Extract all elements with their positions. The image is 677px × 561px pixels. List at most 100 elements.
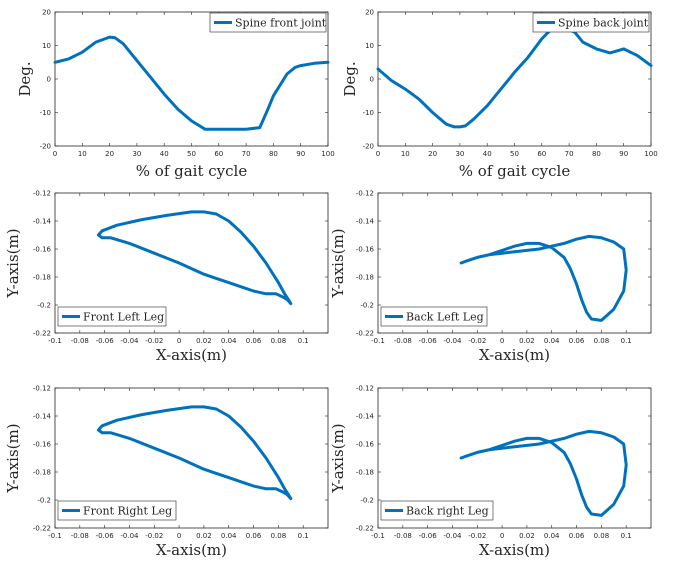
x-tick-label: 0 (177, 532, 181, 540)
x-tick-label: -0.1 (371, 337, 385, 345)
x-tick-label: 0.06 (569, 337, 585, 345)
axes-box (377, 192, 652, 334)
y-tick-label: -0.2 (37, 302, 51, 310)
chart-panel-4: -0.1 -0.08 -0.06 -0.04 -0.02 0 0.02 0.04 0.06 0.0… (329, 190, 652, 364)
x-axis-label: X-axis(m) (156, 541, 227, 559)
y-tick-label: -0.2 (360, 302, 374, 310)
axes-box (54, 192, 329, 334)
series-line (376, 27, 653, 129)
x-tick-label: 100 (644, 150, 657, 158)
legend: Front Left Leg (57, 306, 167, 327)
x-tick-label: 60 (537, 150, 546, 158)
y-tick-label: -0.16 (356, 246, 375, 254)
x-tick-label: 10 (401, 150, 410, 158)
x-axis-label: X-axis(m) (156, 346, 227, 364)
x-tick-label: 20 (105, 150, 114, 158)
y-axis-label: Y-axis(m) (4, 423, 22, 493)
legend-label: Back Left Leg (406, 311, 484, 324)
x-tick-label: -0.04 (120, 532, 139, 540)
x-tick-label: 0.04 (544, 532, 560, 540)
legend-label: Spine front joint (235, 17, 327, 30)
y-tick-label: -0.22 (356, 330, 374, 338)
y-tick-label: -0.18 (33, 469, 51, 477)
x-tick-label: 0 (177, 337, 181, 345)
legend-label: Front Left Leg (83, 311, 164, 324)
y-tick-label: -20 (363, 143, 374, 151)
x-tick-label: -0.06 (96, 532, 115, 540)
x-tick-label: 0.02 (196, 337, 212, 345)
y-axis-label: Deg. (341, 61, 359, 96)
y-tick-label: -0.12 (356, 190, 374, 198)
legend-box (57, 306, 167, 327)
x-tick-label: 0.1 (298, 532, 309, 540)
series-line (96, 405, 293, 501)
x-tick-label: 0.08 (271, 337, 287, 345)
x-tick-label: 0.04 (221, 532, 237, 540)
x-tick-label: 0 (53, 150, 57, 158)
y-tick-label: -20 (40, 143, 51, 151)
x-tick-label: 0.02 (519, 532, 535, 540)
legend: Front Right Leg (57, 500, 177, 521)
x-tick-label: 0.02 (519, 337, 535, 345)
y-tick-label: 10 (365, 42, 374, 50)
x-tick-label: -0.02 (468, 532, 486, 540)
legend-box (380, 306, 488, 327)
x-tick-label: 0.08 (594, 337, 610, 345)
y-tick-label: -0.14 (356, 218, 375, 226)
x-tick-label: 30 (455, 150, 464, 158)
x-tick-label: 0.1 (621, 337, 632, 345)
x-tick-label: -0.06 (96, 337, 115, 345)
series-line (53, 35, 330, 131)
x-tick-label: 0.06 (246, 337, 262, 345)
y-tick-label: -0.14 (356, 413, 375, 421)
y-tick-label: -0.16 (33, 441, 52, 449)
y-tick-label: -0.18 (356, 274, 374, 282)
x-tick-label: -0.08 (394, 532, 412, 540)
y-tick-label: -0.22 (33, 330, 51, 338)
x-tick-label: 0.08 (594, 532, 610, 540)
chart-panel-3: -0.1 -0.08 -0.06 -0.04 -0.02 0 0.02 0.04 0.06 0.0… (4, 190, 329, 364)
y-tick-label: -0.12 (33, 190, 51, 198)
y-tick-label: -10 (363, 109, 374, 117)
y-tick-label: -0.18 (33, 274, 51, 282)
x-tick-label: 60 (214, 150, 223, 158)
x-tick-label: 70 (565, 150, 574, 158)
y-tick-label: 20 (42, 9, 51, 17)
x-tick-label: -0.02 (145, 532, 163, 540)
x-tick-label: 80 (269, 150, 278, 158)
x-tick-label: -0.08 (71, 337, 89, 345)
x-tick-label: -0.02 (468, 337, 486, 345)
x-tick-label: -0.04 (443, 532, 462, 540)
x-tick-label: 40 (160, 150, 169, 158)
legend: Back right Leg (380, 500, 494, 521)
legend-box (532, 12, 650, 33)
x-tick-label: 20 (428, 150, 437, 158)
y-tick-label: -0.14 (33, 218, 52, 226)
chart-panel-6: -0.1 -0.08 -0.06 -0.04 -0.02 0 0.02 0.04 0.06 0.0… (329, 385, 652, 559)
y-tick-label: -0.16 (356, 441, 375, 449)
legend: Back Left Leg (380, 306, 488, 327)
x-tick-label: 10 (78, 150, 87, 158)
y-tick-label: 0 (370, 76, 374, 84)
x-tick-label: -0.04 (443, 337, 462, 345)
x-tick-label: 0 (500, 532, 504, 540)
x-tick-label: -0.04 (120, 337, 139, 345)
x-tick-label: 40 (483, 150, 492, 158)
legend-label: Front Right Leg (83, 505, 172, 518)
y-tick-label: 20 (365, 9, 374, 17)
y-axis-label: Y-axis(m) (4, 228, 22, 298)
x-tick-label: -0.06 (419, 337, 438, 345)
y-tick-label: 0 (47, 76, 51, 84)
series-line (96, 210, 293, 306)
x-tick-label: 0.08 (271, 532, 287, 540)
x-tick-label: 0.02 (196, 532, 212, 540)
y-tick-label: -10 (40, 109, 51, 117)
x-tick-label: 50 (187, 150, 196, 158)
y-axis-label: Y-axis(m) (329, 423, 347, 493)
x-tick-label: -0.08 (394, 337, 412, 345)
y-tick-label: -0.12 (33, 385, 51, 393)
series-line (459, 234, 628, 322)
x-tick-label: -0.02 (145, 337, 163, 345)
legend-box (209, 12, 327, 33)
